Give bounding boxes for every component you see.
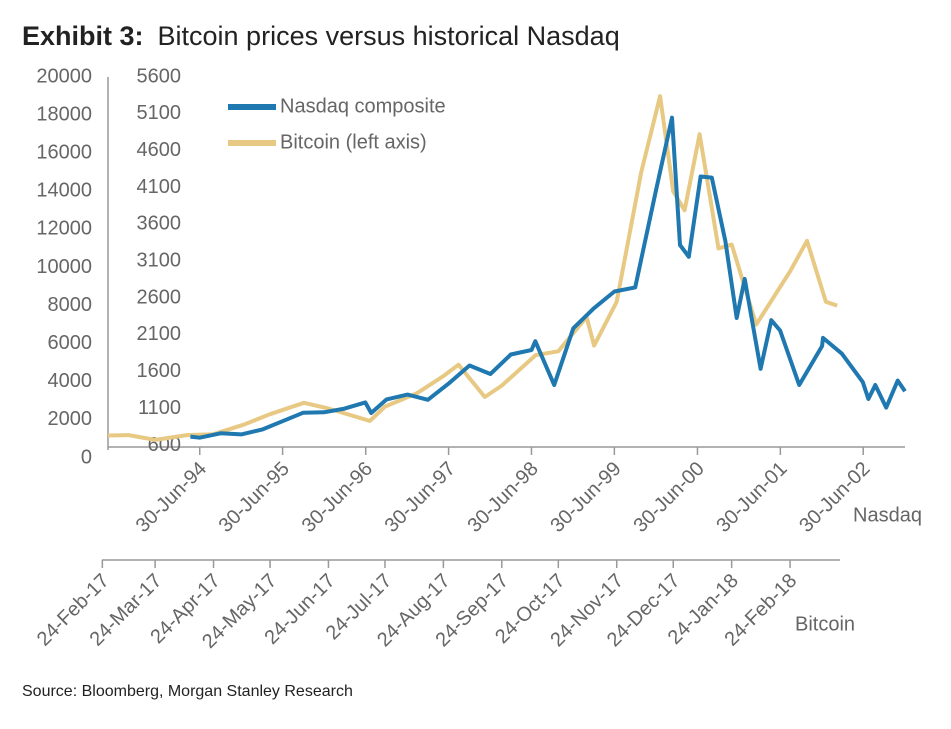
y-tick-label: 20000: [36, 65, 92, 87]
y-tick-label: 8000: [48, 294, 93, 316]
y-tick-label: 4000: [48, 370, 93, 392]
x-axis-title: Nasdaq: [853, 504, 922, 526]
chart-title: Bitcoin prices versus historical Nasdaq: [158, 21, 620, 51]
y2-tick-label: 3600: [137, 213, 182, 235]
y-tick-label: 14000: [36, 180, 92, 202]
x-tick-label: 30-Jun-94: [132, 458, 211, 537]
y2-tick-label: 5100: [137, 102, 182, 124]
y-tick-label: 0: [81, 446, 92, 468]
y-tick-label: 18000: [36, 103, 92, 125]
y-tick-label: 16000: [36, 141, 92, 163]
x-tick-label: 30-Jun-01: [712, 458, 791, 537]
x-tick-label: 30-Jun-98: [464, 458, 543, 537]
source-note: Source: Bloomberg, Morgan Stanley Resear…: [22, 683, 353, 700]
y2-tick-label: 3100: [137, 250, 182, 272]
data-line: [190, 115, 907, 440]
y2-tick-label: 1100: [138, 397, 181, 419]
y2-tick-label: 4100: [137, 176, 182, 198]
legend-label: Nasdaq composite: [280, 95, 446, 117]
y-tick-label: 10000: [36, 256, 92, 278]
y-tick-label: 12000: [36, 218, 92, 240]
y2-tick-label: 5600: [137, 65, 182, 87]
x-tick-label: 30-Jun-97: [381, 458, 460, 537]
y-tick-label: 6000: [48, 332, 93, 354]
x-tick-label: 30-Jun-00: [629, 458, 708, 537]
legend-label: Bitcoin (left axis): [280, 131, 427, 153]
y2-tick-label: 1600: [137, 360, 182, 382]
y2-tick-label: 4600: [137, 139, 182, 161]
x-tick-label: 30-Jun-96: [298, 458, 377, 537]
x2-axis-title: Bitcoin: [795, 613, 855, 635]
y2-tick-label: 2100: [137, 323, 182, 345]
chart-title-label: Exhibit 3:: [22, 21, 144, 51]
y-tick-label: 2000: [48, 408, 93, 430]
x-tick-label: 30-Jun-99: [546, 458, 625, 537]
y2-tick-label: 2600: [137, 286, 182, 308]
x-tick-label: 30-Jun-95: [215, 458, 294, 537]
